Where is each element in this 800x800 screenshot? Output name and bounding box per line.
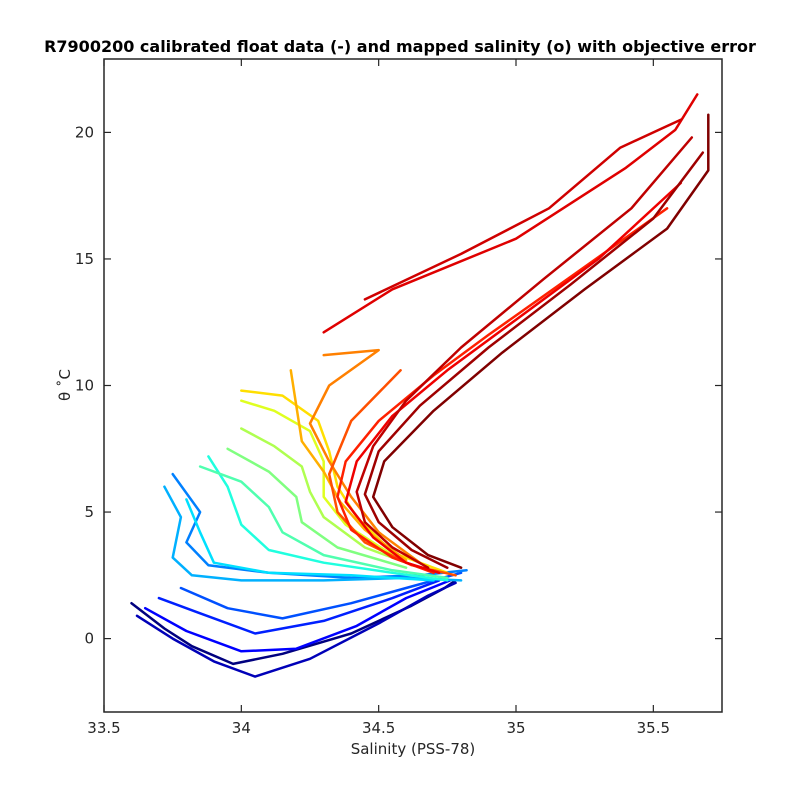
profile-line-23 [363,151,705,569]
tick-layer: 33.5 34 34.5 35 35.5 0 5 10 15 20 [75,59,722,737]
x-tick-label-1: 33.5 [87,719,120,737]
plot-frame [103,58,723,713]
y-tick-label-5: 20 [75,123,94,141]
chart-title: R7900200 calibrated float data (-) and m… [44,37,756,56]
profile-line-12 [240,427,422,569]
x-tick-label-5: 35.5 [637,719,670,737]
profile-line-19 [344,181,683,575]
profile-line-9 [207,455,449,582]
series-layer [130,93,710,678]
profile-line-18 [336,207,669,575]
y-axis-label: θ ˚C [56,369,74,401]
x-tick-label-2: 34 [232,719,251,737]
profile-line-17 [327,369,457,577]
profile-line-10 [198,465,449,580]
profile-line-3 [143,579,452,653]
profile-line-21 [363,118,683,301]
profile-line-11 [226,447,408,569]
y-tick-label-3: 10 [75,377,94,395]
profile-line-20 [322,93,699,334]
y-tick-label-4: 15 [75,250,94,268]
y-tick-label-2: 5 [84,503,94,521]
profile-line-2 [135,581,457,678]
y-tick-label-1: 0 [84,630,94,648]
x-tick-label-4: 35 [506,719,525,737]
profile-line-13 [240,399,394,557]
x-tick-label-3: 34.5 [362,719,395,737]
profile-line-16 [308,348,422,564]
profile-line-22 [355,136,694,569]
profile-line-8 [185,498,435,582]
profile-line-5 [179,571,463,620]
x-axis-label: Salinity (PSS-78) [351,740,476,758]
profile-line-15 [289,369,408,562]
profile-line-24 [371,113,710,569]
profile-line-4 [157,579,441,635]
